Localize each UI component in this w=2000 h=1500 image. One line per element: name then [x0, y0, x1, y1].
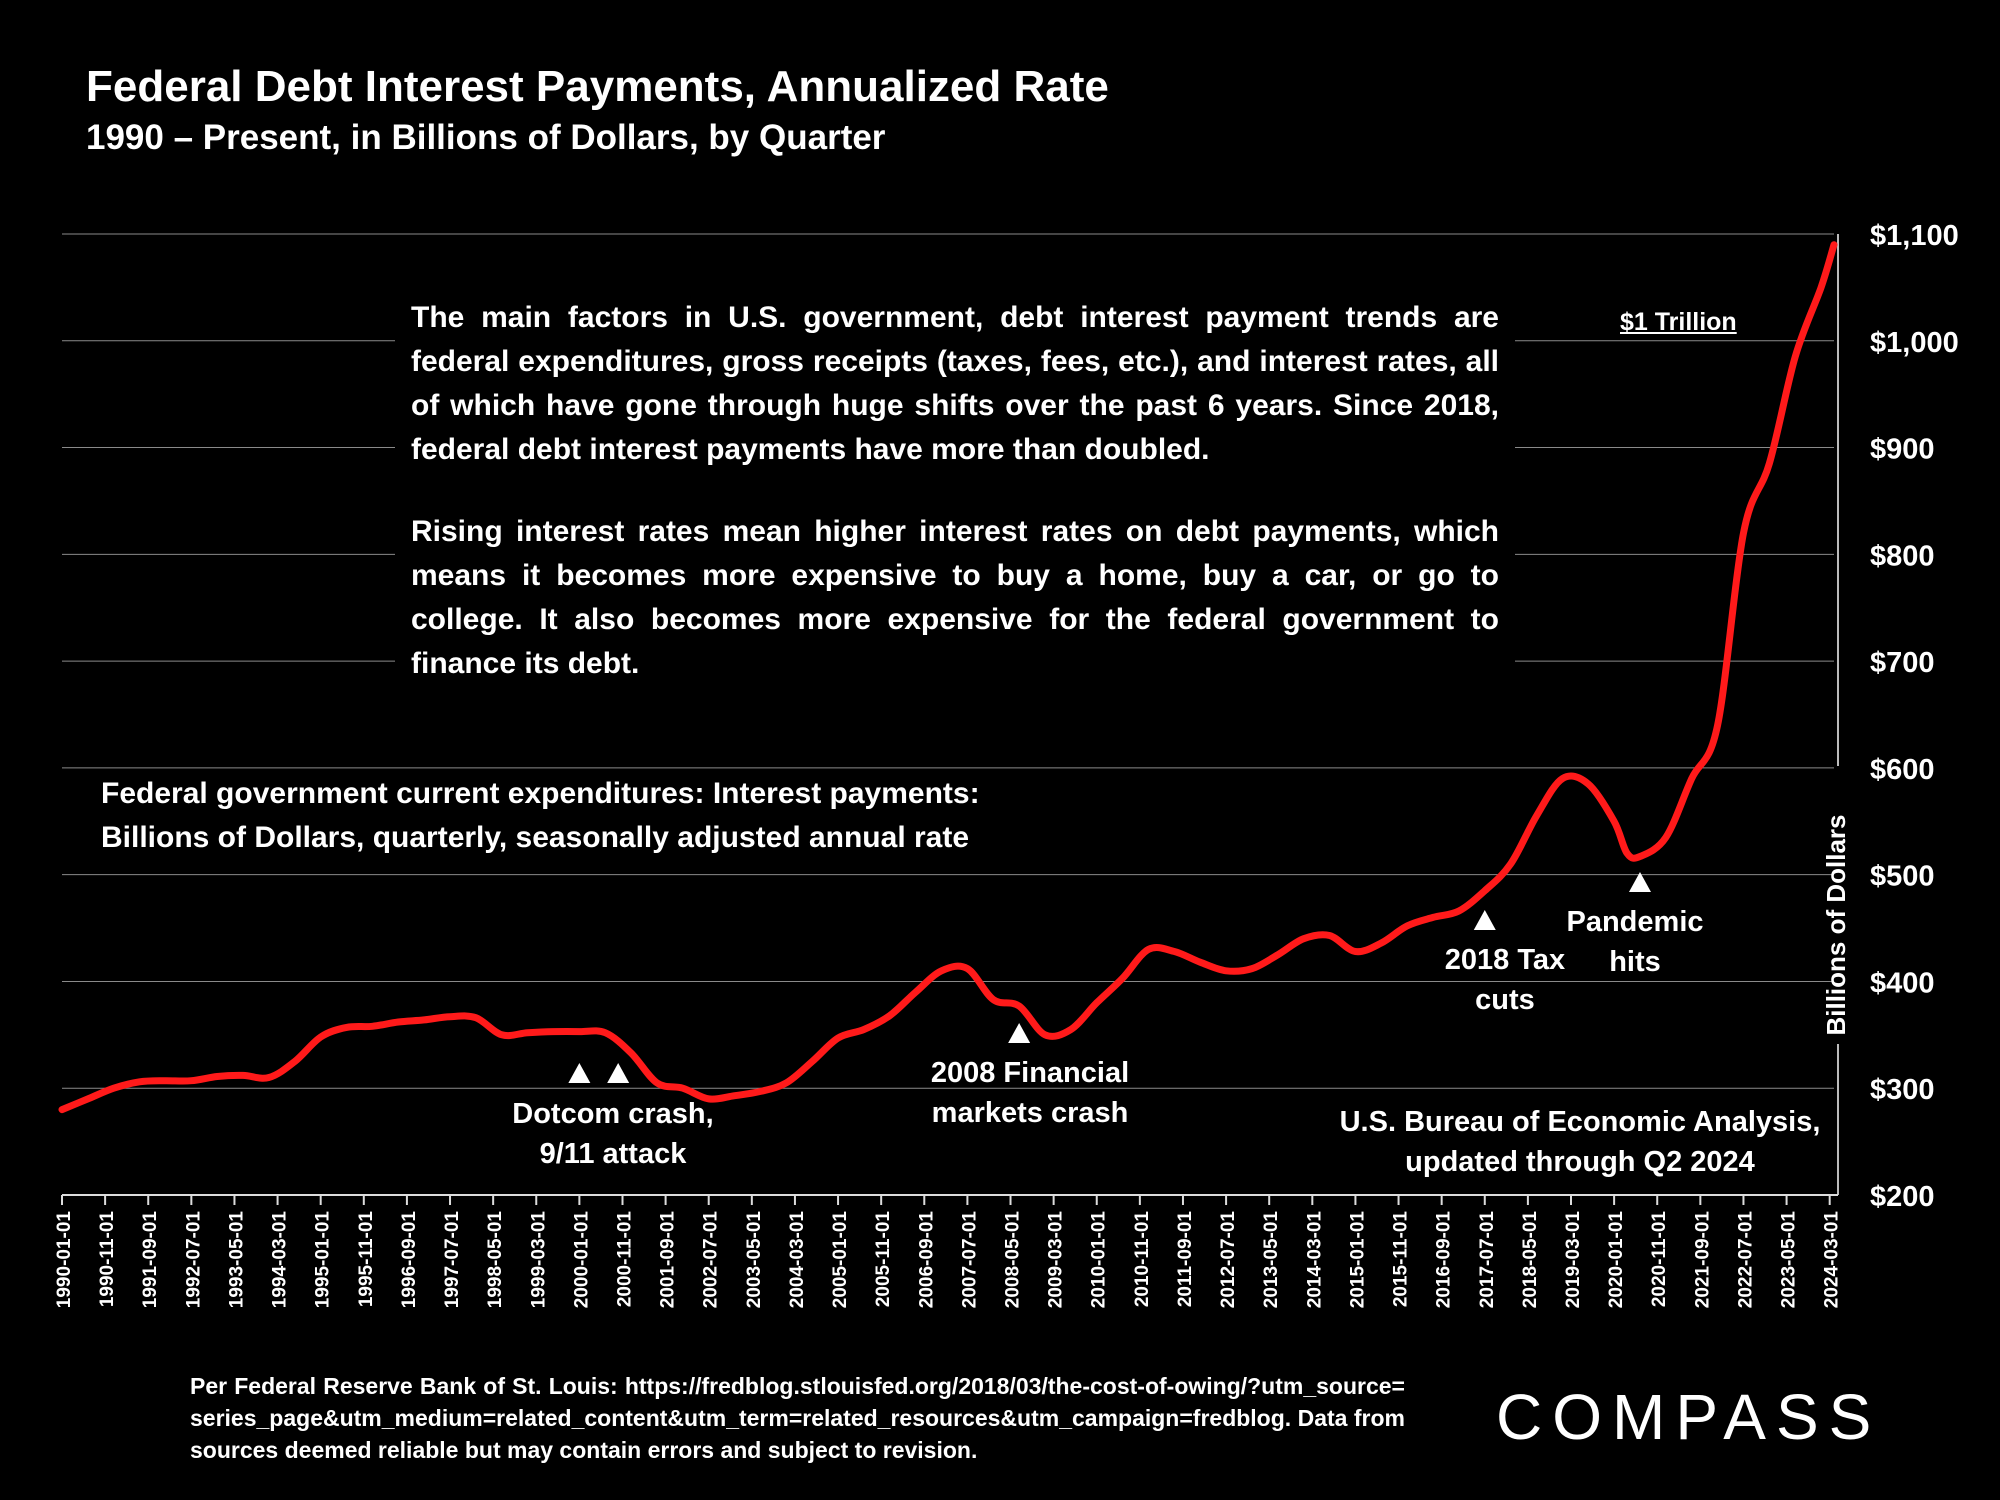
series-description-line1: Federal government current expenditures:…: [101, 777, 980, 810]
annotation-tax-cuts: 2018 Tax cuts: [1435, 940, 1575, 1020]
x-tick-label: 2013-05-01: [1261, 1211, 1282, 1309]
x-tick-label: 2011-09-01: [1175, 1211, 1196, 1308]
x-tick-label: 2000-01-01: [571, 1211, 592, 1309]
annotation-financial-line2: markets crash: [931, 1097, 1129, 1129]
x-tick-label: 2017-07-01: [1477, 1211, 1498, 1309]
annotation-dotcom-line1: Dotcom crash,: [512, 1098, 714, 1130]
x-tick-label: 1995-11-01: [356, 1211, 377, 1308]
x-tick-label: 1997-07-01: [442, 1211, 463, 1309]
annotation-financial-crash: 2008 Financial markets crash: [915, 1053, 1145, 1133]
x-tick-label: 2019-03-01: [1563, 1211, 1584, 1309]
data-source-line1: U.S. Bureau of Economic Analysis,: [1339, 1106, 1821, 1138]
annotation-triangle-marker: [1008, 1023, 1031, 1043]
y-tick-label: $400: [1870, 967, 1935, 999]
compass-logo: COMPASS: [1496, 1381, 1882, 1453]
annotation-dotcom: Dotcom crash, 9/11 attack: [498, 1094, 728, 1174]
x-tick-label: 2000-11-01: [614, 1211, 635, 1308]
x-tick-label: 2023-05-01: [1779, 1211, 1800, 1309]
x-tick-label: 2008-05-01: [1003, 1211, 1024, 1309]
annotation-triangle-marker: [1473, 910, 1496, 930]
x-tick-label: 2009-03-01: [1046, 1211, 1067, 1309]
x-tick-label: 2001-09-01: [658, 1211, 679, 1309]
x-tick-label: 1999-03-01: [528, 1211, 549, 1309]
x-tick-label: 1991-09-01: [140, 1211, 161, 1309]
x-tick-label: 1990-11-01: [97, 1211, 118, 1308]
y-tick-label: $800: [1870, 540, 1935, 572]
x-tick-label: 2005-01-01: [830, 1211, 851, 1309]
x-tick-label: 1993-05-01: [226, 1211, 247, 1309]
explanation-paragraph-1: The main factors in U.S. government, deb…: [395, 296, 1515, 472]
x-axis: 1990-01-01 1990-11-01 1991-09-01 1992-07-01…: [54, 234, 1843, 1308]
x-tick-label: 2010-11-01: [1132, 1211, 1153, 1308]
x-tick-label: 2006-09-01: [916, 1211, 937, 1309]
annotation-financial-line1: 2008 Financial: [930, 1057, 1130, 1089]
annotation-pandemic-line1: Pandemic: [1566, 906, 1704, 938]
x-tick-label: 1995-01-01: [313, 1211, 334, 1309]
series-description-line2: Billions of Dollars, quarterly, seasonal…: [101, 821, 970, 854]
annotation-markers: [568, 872, 1651, 1083]
x-tick-label: 1996-09-01: [399, 1211, 420, 1309]
x-tick-label: 2007-07-01: [959, 1211, 980, 1309]
y-tick-label: $1,000: [1870, 327, 1959, 359]
annotation-pandemic-line2: hits: [1609, 946, 1661, 978]
y-tick-label: $900: [1870, 434, 1935, 466]
series-description: Federal government current expenditures:…: [97, 772, 984, 860]
series-line: [58, 241, 1838, 1114]
annotation-dotcom-line2: 9/11 attack: [539, 1138, 687, 1170]
x-tick-label: 1998-05-01: [485, 1211, 506, 1309]
x-tick-label: 2020-01-01: [1606, 1211, 1627, 1309]
annotation-triangle-marker: [568, 1063, 591, 1083]
y-tick-label: $1,100: [1870, 220, 1959, 252]
y-axis-label: Billions of Dollars: [1821, 814, 1851, 1035]
y-tick-label: $200: [1870, 1181, 1935, 1213]
x-tick-label: 2004-03-01: [787, 1211, 808, 1309]
chart-subtitle: 1990 – Present, in Billions of Dollars, …: [86, 118, 886, 157]
y-tick-label: $500: [1870, 861, 1935, 893]
series-layer: [58, 241, 1838, 1114]
data-source-line2: updated through Q2 2024: [1405, 1146, 1755, 1178]
x-tick-label: 1994-03-01: [270, 1211, 291, 1309]
x-tick-label: 2015-01-01: [1347, 1211, 1368, 1309]
annotation-pandemic: Pandemic hits: [1555, 902, 1715, 982]
x-tick-label: 2016-09-01: [1434, 1211, 1455, 1309]
y-tick-label: $700: [1870, 647, 1935, 679]
x-tick-label: 2014-03-01: [1304, 1211, 1325, 1309]
x-tick-label: 2012-07-01: [1218, 1211, 1239, 1309]
x-tick-label: 2015-11-01: [1391, 1211, 1412, 1308]
y-tick-label: $600: [1870, 754, 1935, 786]
y-axis-ticks: $1,100 $1,000 $900 $800 $700 $600 $500 $400 $300…: [1870, 220, 1959, 1213]
x-tick-label: 2018-05-01: [1520, 1211, 1541, 1309]
annotation-tax-line1: 2018 Tax: [1444, 944, 1566, 976]
x-tick-label: 2002-07-01: [701, 1211, 722, 1309]
annotation-tax-line2: cuts: [1475, 984, 1535, 1016]
chart-title: Federal Debt Interest Payments, Annualiz…: [86, 62, 1109, 111]
annotation-one-trillion: $1 Trillion: [1620, 308, 1737, 336]
annotation-triangle-marker: [1628, 872, 1651, 892]
x-tick-label: 2010-01-01: [1089, 1211, 1110, 1309]
data-source: U.S. Bureau of Economic Analysis, update…: [1320, 1102, 1840, 1182]
x-tick-label: 1990-01-01: [54, 1211, 75, 1309]
x-tick-label: 2022-07-01: [1735, 1211, 1756, 1309]
annotation-triangle-marker: [607, 1063, 630, 1083]
x-tick-label: 2003-05-01: [744, 1211, 765, 1309]
explanation-paragraph-2: Rising interest rates mean higher intere…: [395, 510, 1515, 686]
x-tick-label: 1992-07-01: [183, 1211, 204, 1309]
footnote: Per Federal Reserve Bank of St. Louis: h…: [190, 1373, 1405, 1463]
y-tick-label: $300: [1870, 1074, 1935, 1106]
x-tick-label: 2021-09-01: [1692, 1211, 1713, 1309]
x-tick-label: 2024-03-01: [1822, 1211, 1843, 1309]
x-tick-label: 2005-11-01: [873, 1211, 894, 1308]
x-tick-label: 2020-11-01: [1649, 1211, 1670, 1308]
